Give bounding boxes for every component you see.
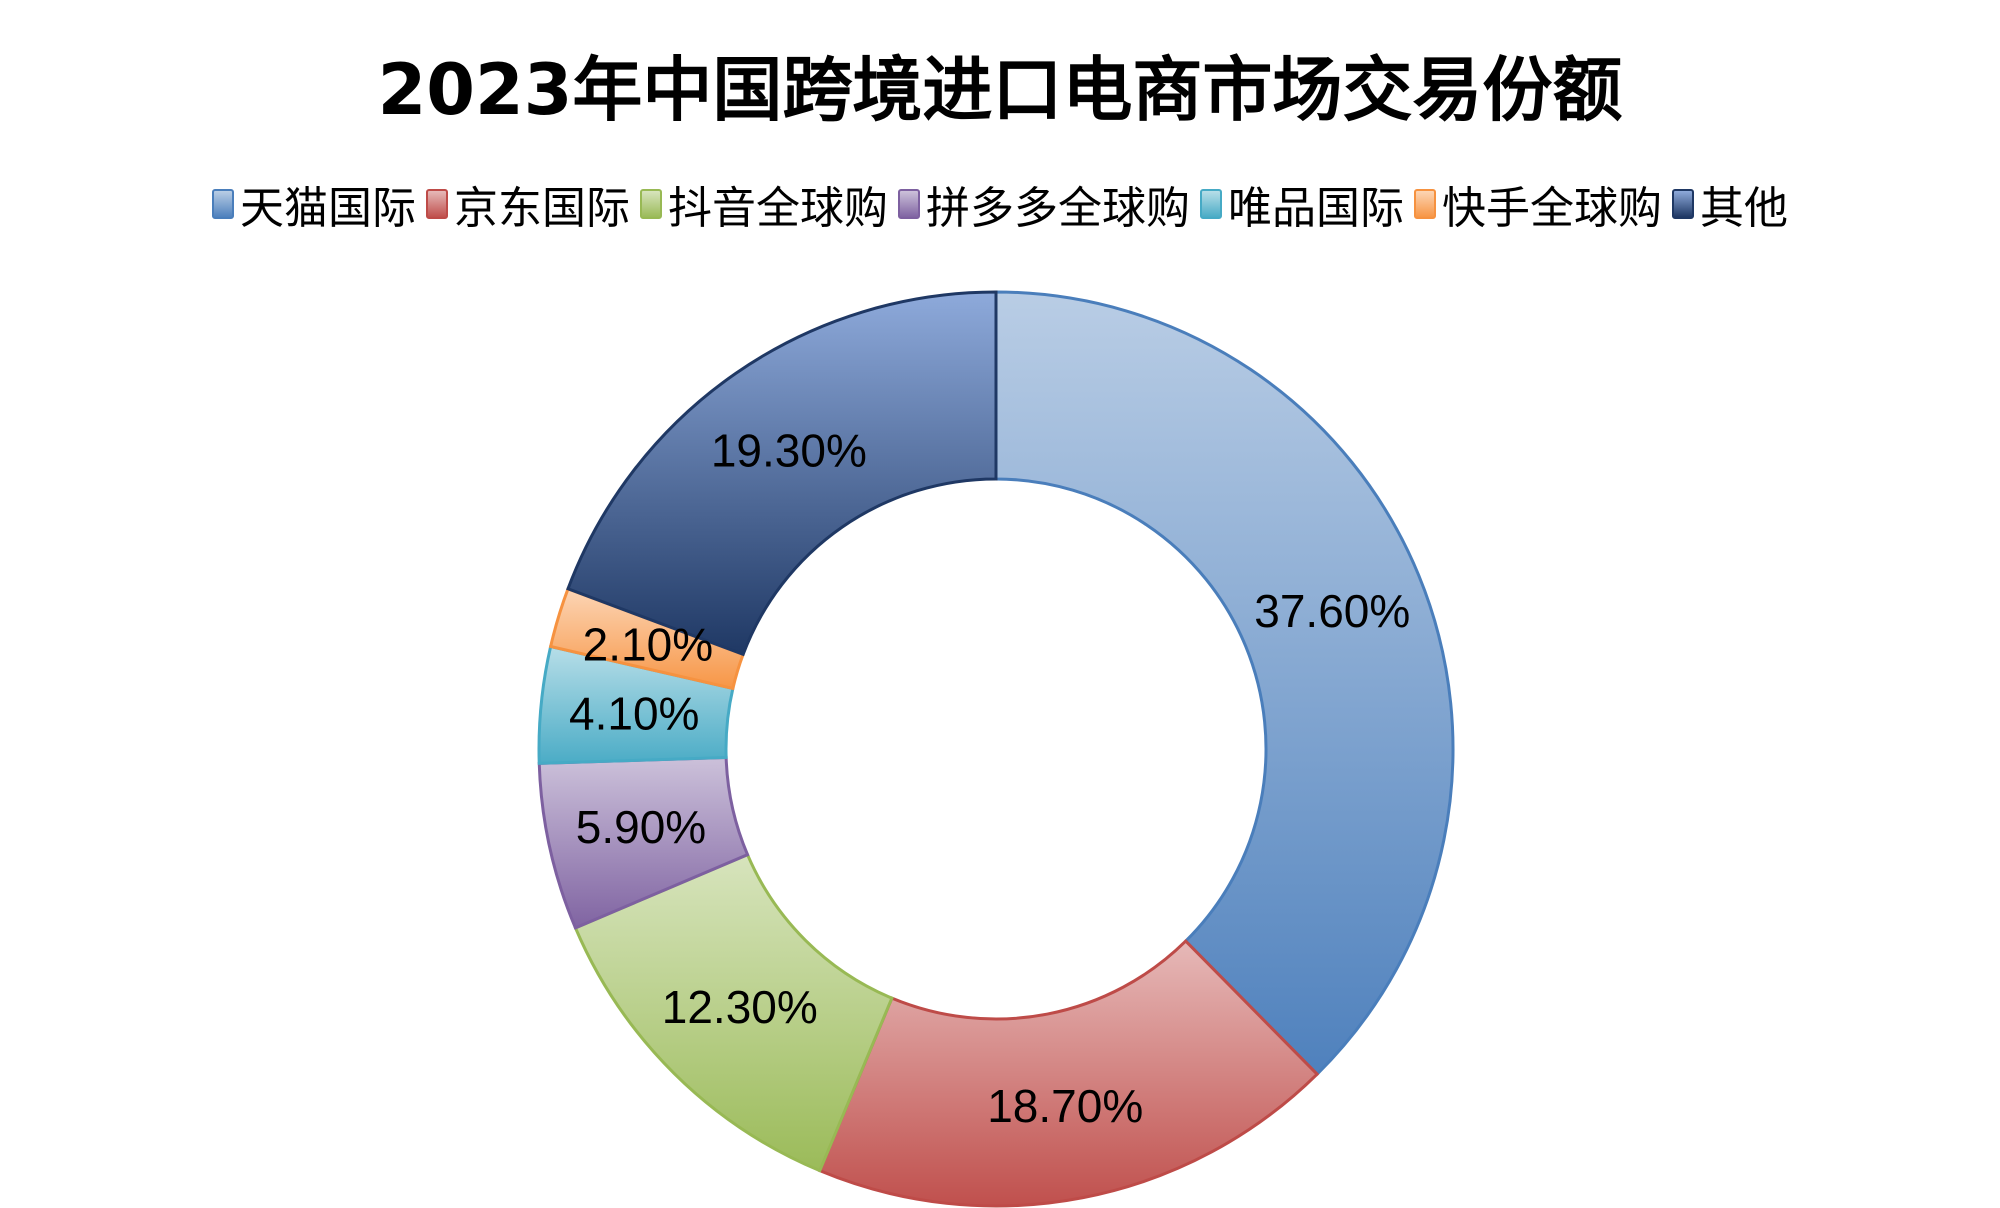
legend-label: 京东国际 — [454, 183, 630, 234]
legend-label: 拼多多全球购 — [926, 183, 1190, 234]
legend-swatch — [1200, 189, 1222, 219]
legend-swatch — [1414, 189, 1436, 219]
legend-swatch — [1672, 189, 1694, 219]
legend-swatch — [212, 189, 234, 219]
legend-label: 唯品国际 — [1228, 183, 1404, 234]
legend: 天猫国际 京东国际 抖音全球购 拼多多全球购 唯品国际 快手全球购 其他 — [0, 172, 2000, 236]
legend-item: 唯品国际 — [1200, 172, 1404, 236]
data-label: 19.30% — [711, 424, 867, 476]
data-label: 37.60% — [1254, 585, 1410, 637]
legend-label: 快手全球购 — [1442, 183, 1662, 234]
chart-title: 2023年中国跨境进口电商市场交易份额 — [377, 49, 1623, 131]
legend-item: 拼多多全球购 — [898, 172, 1190, 236]
legend-label: 其他 — [1700, 183, 1788, 234]
data-label: 18.70% — [987, 1080, 1143, 1132]
data-label: 2.10% — [583, 618, 713, 670]
legend-swatch — [898, 189, 920, 219]
data-label: 4.10% — [569, 688, 699, 740]
donut-slice — [817, 938, 1320, 1208]
legend-label: 抖音全球购 — [668, 183, 888, 234]
legend-item: 其他 — [1672, 172, 1788, 236]
legend-label: 天猫国际 — [240, 183, 416, 234]
legend-item: 抖音全球购 — [640, 172, 888, 236]
data-label: 12.30% — [662, 981, 818, 1033]
legend-item: 京东国际 — [426, 172, 630, 236]
legend-item: 快手全球购 — [1414, 172, 1662, 236]
donut-slice — [994, 290, 1455, 1077]
donut-slice — [566, 290, 998, 657]
legend-item: 天猫国际 — [212, 172, 416, 236]
legend-swatch — [640, 189, 662, 219]
data-label: 5.90% — [576, 801, 706, 853]
legend-swatch — [426, 189, 448, 219]
